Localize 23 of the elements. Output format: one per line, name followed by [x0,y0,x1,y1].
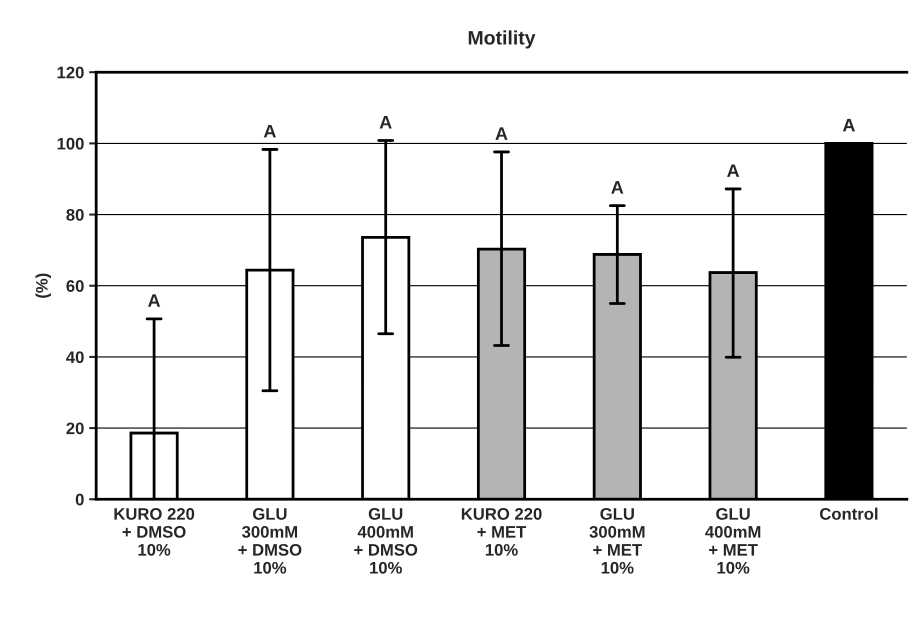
y-axis-title: (%) [35,274,52,298]
y-tick-label: 20 [66,422,84,434]
y-tick-label: 120 [58,66,84,78]
x-tick-label: GLU 300mM + DMSO 10% [238,508,302,574]
x-tick-label: KURO 220 + DMSO 10% [114,508,194,556]
y-tick-label: 0 [76,494,84,506]
x-tick-label: GLU 300mM + MET 10% [589,508,644,574]
annotation: A [148,294,160,307]
y-tick-label: 100 [58,138,84,150]
x-tick-label: Control [820,508,878,520]
x-tick-label: GLU 400mM + MET 10% [705,508,760,574]
annotation: A [264,124,276,138]
x-tick-label: GLU 400mM + DMSO 10% [354,508,418,574]
annotation: A [842,118,855,132]
y-tick-label: 80 [66,208,84,221]
y-tick-label: 60 [66,280,84,292]
annotation: A [495,127,508,140]
annotation: A [611,181,624,194]
chart-title: Motility [468,30,536,48]
y-tick-label: 40 [66,351,84,364]
x-tick-label: KURO 220 + MET 10% [462,508,542,556]
annotation: A [727,164,740,177]
annotation: A [380,116,392,128]
